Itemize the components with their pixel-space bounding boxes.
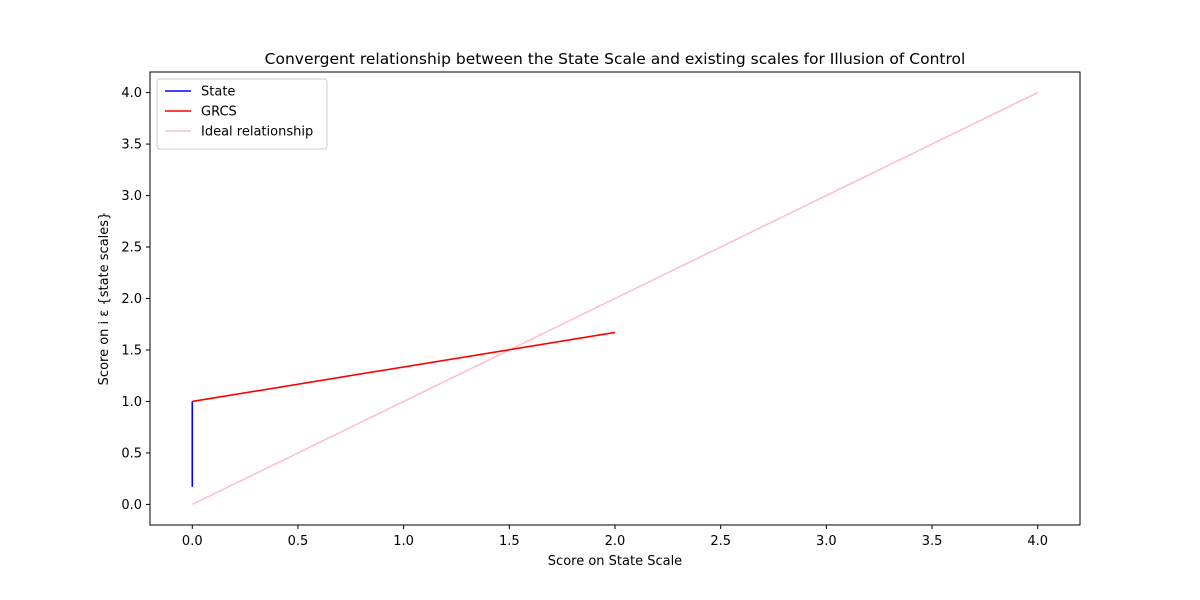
x-tick-label: 1.5 <box>499 534 520 549</box>
series-line-ideal-relationship <box>191 91 1039 506</box>
plot-lines <box>191 91 1039 506</box>
x-tick-label: 0.0 <box>182 534 203 549</box>
legend: State GRCS Ideal relationship <box>156 78 328 150</box>
series-line-grcs <box>192 331 616 403</box>
y-axis: 0.0 0.5 1.0 1.5 2.0 2.5 3.0 3.5 4.0 <box>121 86 150 513</box>
legend-box <box>156 78 328 150</box>
y-tick-label: 4.0 <box>121 86 142 101</box>
y-axis-title: Score on i ε {state scales} <box>97 212 112 386</box>
x-tick-label: 1.0 <box>393 534 414 549</box>
y-tick-label: 3.5 <box>121 138 142 153</box>
x-tick-label: 3.5 <box>922 534 943 549</box>
x-tick-label: 2.0 <box>605 534 626 549</box>
y-tick-label: 1.5 <box>121 343 142 358</box>
y-tick-label: 0.0 <box>121 498 142 513</box>
y-tick-label: 2.5 <box>121 241 142 256</box>
x-axis-title: Score on State Scale <box>548 554 682 569</box>
x-tick-label: 2.5 <box>710 534 731 549</box>
y-tick-label: 0.5 <box>121 446 142 461</box>
y-tick-label: 1.0 <box>121 395 142 410</box>
x-tick-label: 4.0 <box>1027 534 1048 549</box>
x-axis: 0.0 0.5 1.0 1.5 2.0 2.5 3.0 3.5 4.0 <box>182 525 1048 549</box>
x-tick-label: 3.0 <box>816 534 837 549</box>
x-tick-label: 0.5 <box>288 534 309 549</box>
chart-title: Convergent relationship between the Stat… <box>265 50 966 68</box>
legend-label: Ideal relationship <box>201 125 313 140</box>
legend-label: State <box>201 85 235 100</box>
y-tick-label: 3.0 <box>121 189 142 204</box>
y-tick-label: 2.0 <box>121 292 142 307</box>
legend-label: GRCS <box>201 105 237 120</box>
